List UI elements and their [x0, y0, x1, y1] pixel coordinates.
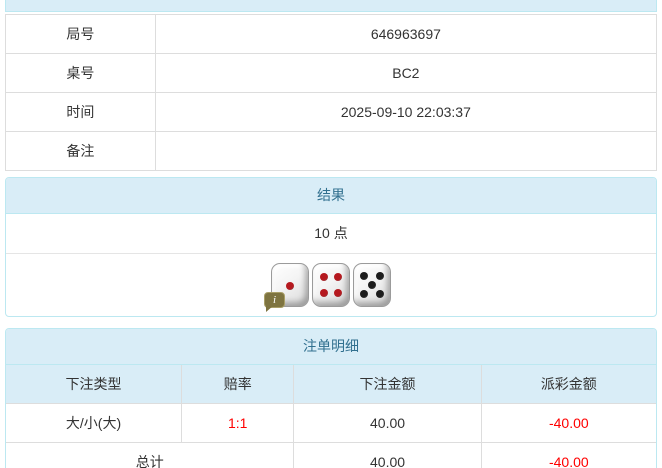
die-1-icon: i	[264, 263, 309, 312]
bets-header-row: 下注类型 赔率 下注金额 派彩金额	[6, 365, 656, 404]
table-row: 备注	[5, 131, 658, 171]
remark-value	[154, 131, 658, 171]
total-label: 总计	[6, 442, 295, 468]
col-header-payout-amount: 派彩金额	[480, 365, 656, 404]
result-panel-title: 结果	[6, 178, 656, 214]
die-pip	[286, 281, 294, 290]
info-icon[interactable]: i	[264, 292, 285, 312]
table-id-value: BC2	[154, 53, 658, 93]
bets-panel: 注单明细 下注类型 赔率 下注金额 派彩金额 大/小(大) 1:1 40.00 …	[5, 328, 657, 468]
table-id-label: 桌号	[5, 53, 156, 93]
die-pip	[320, 272, 329, 281]
remark-label: 备注	[5, 131, 156, 171]
result-panel: 结果 10 点 i	[5, 177, 657, 317]
col-header-odds: 赔率	[180, 365, 295, 404]
total-payout-amount: -40.00	[480, 442, 656, 468]
total-row: 总计 40.00 -40.00	[6, 442, 656, 468]
die-pip	[375, 271, 384, 280]
round-id-value: 646963697	[154, 14, 658, 54]
round-id-label: 局号	[5, 14, 156, 54]
table-row: 桌号 BC2	[5, 53, 658, 93]
die-pip	[375, 290, 384, 299]
bets-panel-title: 注单明细	[6, 329, 656, 365]
bet-odds-value: 1:1	[180, 403, 295, 443]
die-5-icon	[353, 263, 391, 307]
table-row: 时间 2025-09-10 22:03:37	[5, 92, 658, 132]
total-bet-amount: 40.00	[293, 442, 482, 468]
die-pip	[333, 272, 342, 281]
bet-type-value: 大/小(大)	[6, 403, 182, 443]
die-pip	[360, 290, 369, 299]
cutoff-panel-heading	[5, 0, 657, 12]
result-points: 10 点	[6, 214, 656, 254]
bet-amount-value: 40.00	[293, 403, 482, 443]
time-label: 时间	[5, 92, 156, 132]
die-pip	[333, 289, 342, 298]
col-header-bet-type: 下注类型	[6, 365, 182, 404]
table-row: 大/小(大) 1:1 40.00 -40.00	[6, 403, 656, 443]
die-pip	[320, 289, 329, 298]
table-row: 局号 646963697	[5, 14, 658, 54]
die-4-icon	[312, 263, 350, 307]
round-info-table: 局号 646963697 桌号 BC2 时间 2025-09-10 22:03:…	[5, 14, 658, 171]
bets-table: 下注类型 赔率 下注金额 派彩金额 大/小(大) 1:1 40.00 -40.0…	[6, 365, 656, 468]
col-header-bet-amount: 下注金额	[293, 365, 482, 404]
dice-row[interactable]: i	[6, 254, 656, 316]
time-value: 2025-09-10 22:03:37	[154, 92, 658, 132]
die-pip	[368, 281, 376, 289]
die-pip	[360, 271, 369, 280]
bet-payout-value: -40.00	[480, 403, 656, 443]
